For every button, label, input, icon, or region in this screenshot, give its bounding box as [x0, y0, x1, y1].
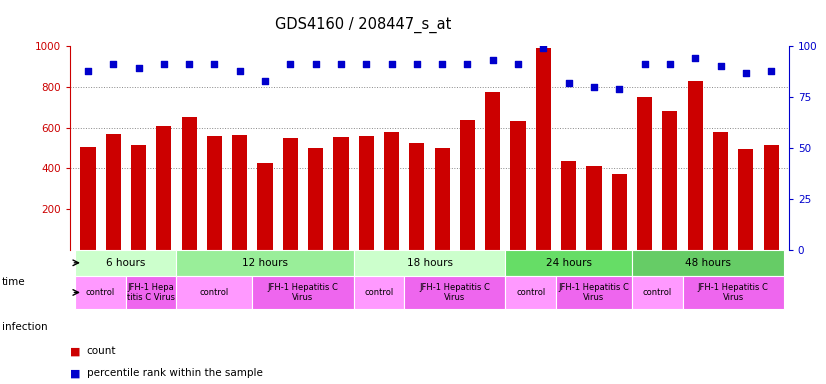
- Bar: [75, 250, 177, 276]
- Bar: [434, 148, 450, 250]
- Bar: [177, 276, 253, 309]
- Bar: [682, 276, 784, 309]
- Point: [537, 45, 550, 51]
- Bar: [510, 121, 525, 250]
- Text: JFH-1 Hepatitis C
Virus: JFH-1 Hepatitis C Virus: [698, 283, 769, 302]
- Bar: [556, 276, 632, 309]
- Point: [259, 78, 272, 84]
- Text: percentile rank within the sample: percentile rank within the sample: [87, 368, 263, 378]
- Text: control: control: [200, 288, 229, 297]
- Text: JFH-1 Hepatitis C
Virus: JFH-1 Hepatitis C Virus: [268, 283, 339, 302]
- Text: control: control: [643, 288, 672, 297]
- Bar: [156, 126, 172, 250]
- Text: infection: infection: [2, 322, 47, 332]
- Point: [359, 61, 373, 68]
- Bar: [763, 145, 779, 250]
- Bar: [404, 276, 506, 309]
- Text: JFH-1 Hepatitis C
Virus: JFH-1 Hepatitis C Virus: [420, 283, 491, 302]
- Point: [81, 68, 94, 74]
- Point: [157, 61, 170, 68]
- Text: control: control: [516, 288, 545, 297]
- Bar: [662, 111, 677, 250]
- Bar: [354, 250, 506, 276]
- Text: control: control: [86, 288, 115, 297]
- Point: [765, 68, 778, 74]
- Bar: [632, 250, 784, 276]
- Point: [689, 55, 702, 61]
- Bar: [206, 136, 222, 250]
- Bar: [460, 121, 475, 250]
- Bar: [106, 134, 121, 250]
- Point: [335, 61, 348, 68]
- Point: [233, 68, 246, 74]
- Text: 24 hours: 24 hours: [546, 258, 591, 268]
- Bar: [177, 250, 354, 276]
- Point: [461, 61, 474, 68]
- Bar: [253, 276, 354, 309]
- Text: ■: ■: [70, 368, 81, 378]
- Bar: [506, 276, 556, 309]
- Point: [613, 86, 626, 92]
- Text: 18 hours: 18 hours: [406, 258, 453, 268]
- Bar: [334, 137, 349, 250]
- Point: [107, 61, 120, 68]
- Bar: [506, 250, 632, 276]
- Text: JFH-1 Hepa
titis C Virus: JFH-1 Hepa titis C Virus: [127, 283, 175, 302]
- Text: 12 hours: 12 hours: [242, 258, 288, 268]
- Point: [562, 80, 575, 86]
- Bar: [536, 48, 551, 250]
- Point: [309, 61, 322, 68]
- Text: JFH-1 Hepatitis C
Virus: JFH-1 Hepatitis C Virus: [558, 283, 629, 302]
- Text: GDS4160 / 208447_s_at: GDS4160 / 208447_s_at: [275, 17, 452, 33]
- Bar: [632, 276, 682, 309]
- Bar: [75, 276, 126, 309]
- Bar: [182, 118, 197, 250]
- Point: [638, 61, 651, 68]
- Point: [511, 61, 525, 68]
- Point: [739, 70, 752, 76]
- Bar: [713, 132, 728, 250]
- Bar: [232, 135, 247, 250]
- Bar: [126, 276, 177, 309]
- Point: [663, 61, 676, 68]
- Text: time: time: [2, 277, 26, 287]
- Bar: [409, 143, 425, 250]
- Bar: [485, 92, 501, 250]
- Bar: [131, 145, 146, 250]
- Text: 6 hours: 6 hours: [107, 258, 145, 268]
- Point: [487, 57, 500, 63]
- Point: [132, 65, 145, 71]
- Point: [385, 61, 398, 68]
- Bar: [354, 276, 404, 309]
- Bar: [561, 161, 577, 250]
- Bar: [384, 132, 399, 250]
- Point: [183, 61, 196, 68]
- Point: [284, 61, 297, 68]
- Point: [435, 61, 449, 68]
- Bar: [358, 136, 374, 250]
- Point: [411, 61, 424, 68]
- Text: control: control: [364, 288, 393, 297]
- Point: [714, 63, 727, 70]
- Text: count: count: [87, 346, 116, 356]
- Bar: [687, 81, 703, 250]
- Bar: [282, 138, 298, 250]
- Bar: [308, 148, 323, 250]
- Bar: [637, 97, 653, 250]
- Bar: [612, 174, 627, 250]
- Bar: [586, 166, 601, 250]
- Text: ■: ■: [70, 346, 81, 356]
- Bar: [738, 149, 753, 250]
- Bar: [80, 147, 96, 250]
- Point: [208, 61, 221, 68]
- Text: 48 hours: 48 hours: [685, 258, 731, 268]
- Point: [587, 84, 601, 90]
- Bar: [258, 163, 273, 250]
